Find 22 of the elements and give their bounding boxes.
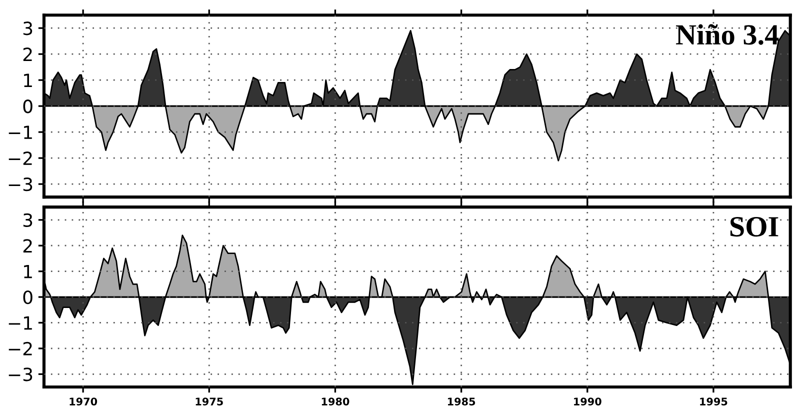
y-tick-label: 0 [23,100,32,114]
y-tick-label: −3 [8,178,32,192]
y-tick-label: 1 [24,265,32,278]
x-tick-label: 1980 [322,398,350,406]
y-tick-label: 0 [23,290,32,304]
y-tick-label: 2 [23,239,32,252]
y-tick-label: −2 [8,342,32,356]
y-tick-label: 1 [24,74,32,87]
chart-title: SOI [730,216,778,237]
x-tick-label: 1970 [70,398,98,406]
x-tick-label: 1990 [574,398,602,406]
y-tick-label: 3 [23,22,32,36]
y-tick-label: −1 [8,126,32,139]
x-tick-label: 1985 [448,398,476,406]
x-tick-label: 1995 [700,398,728,406]
y-tick-label: −3 [8,368,32,382]
chart-title: Niño 3.4 [676,24,779,45]
y-tick-label: −1 [8,316,32,330]
x-tick-label: 1975 [196,398,223,406]
y-tick-label: 3 [23,213,32,228]
y-tick-label: 2 [23,48,32,61]
y-tick-label: −2 [8,152,32,165]
